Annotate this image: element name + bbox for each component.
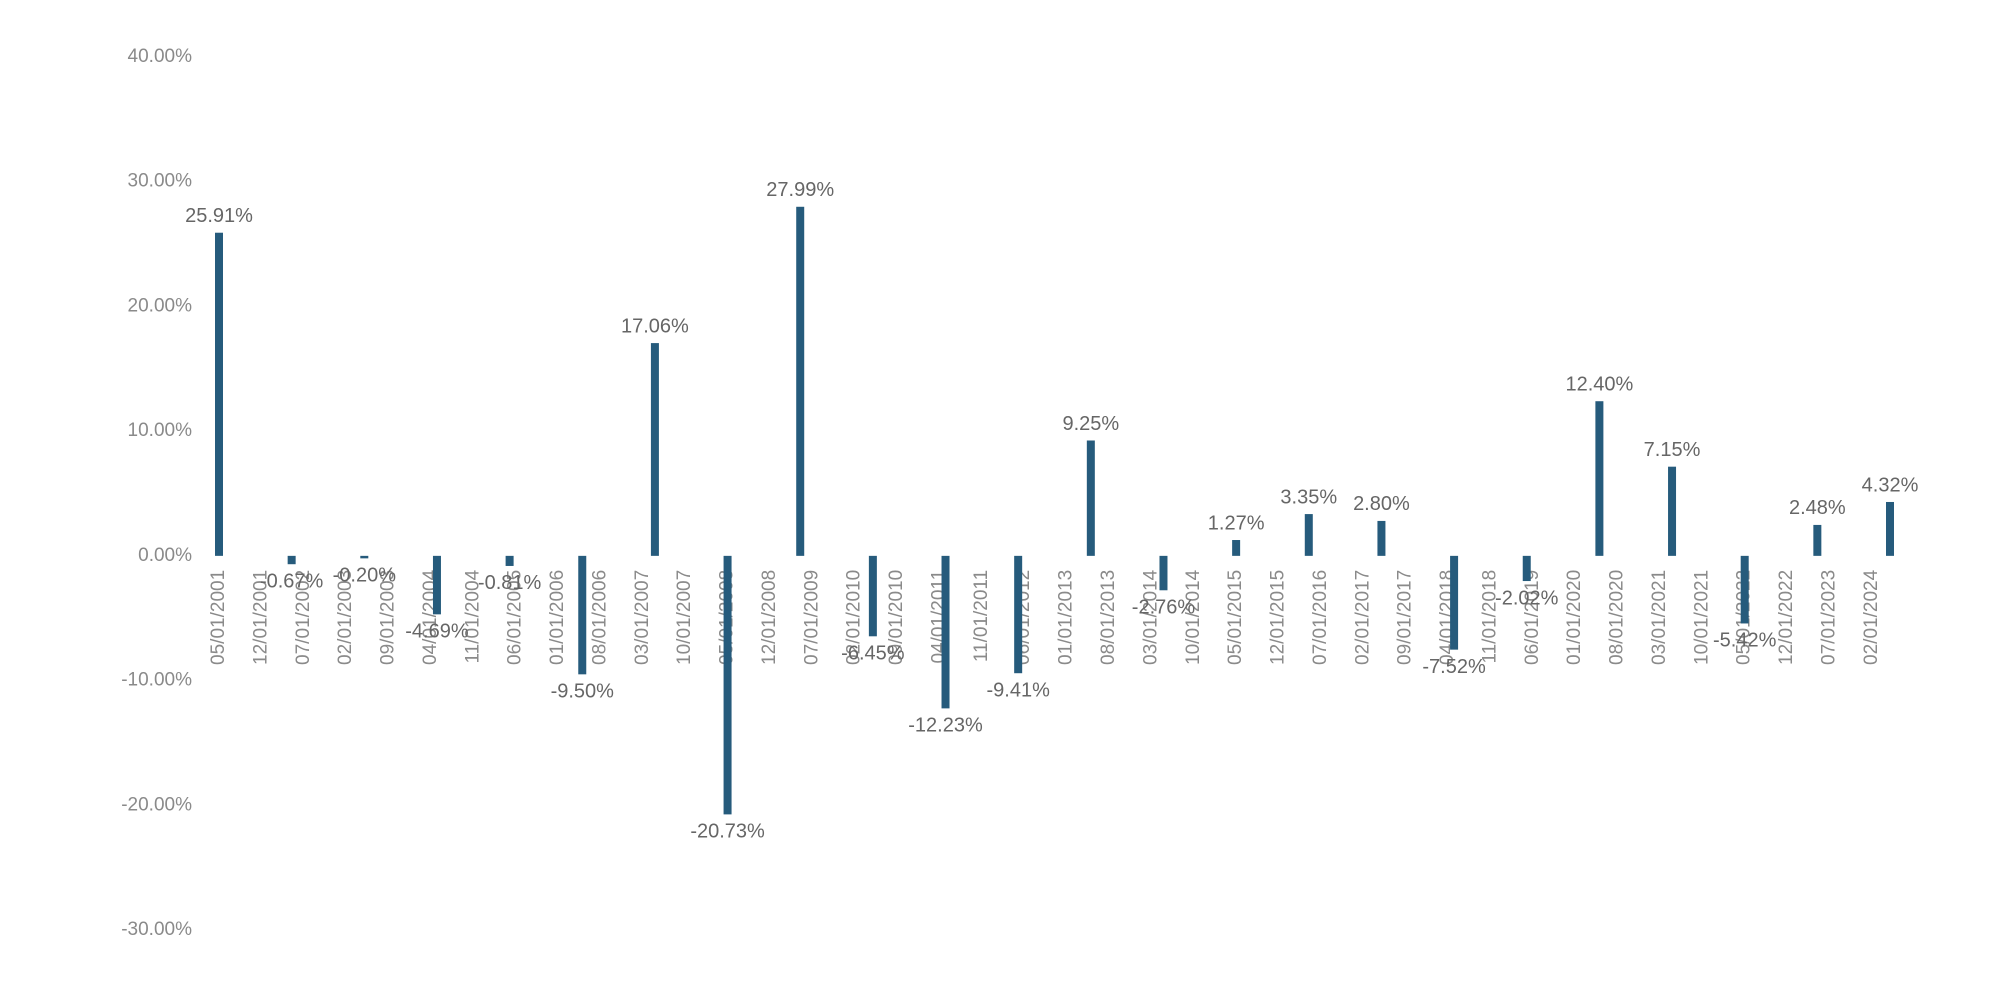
bar bbox=[941, 555, 950, 709]
x-tick-label: 08/01/2020 bbox=[1607, 570, 1628, 665]
x-tick-label: 12/01/2015 bbox=[1268, 570, 1289, 665]
x-tick-label: 10/01/2007 bbox=[674, 570, 695, 665]
bar bbox=[868, 555, 877, 637]
bar bbox=[1668, 466, 1677, 556]
value-label: -12.23% bbox=[908, 715, 983, 737]
x-tick-label: 02/01/2017 bbox=[1352, 570, 1373, 665]
x-tick-label: 02/01/2003 bbox=[335, 570, 356, 665]
bar bbox=[360, 555, 369, 559]
x-tick-label: 06/01/2019 bbox=[1522, 570, 1543, 665]
bar bbox=[1595, 401, 1604, 556]
x-tick-label: 09/01/2003 bbox=[378, 570, 399, 665]
x-tick-label: 08/01/2013 bbox=[1098, 570, 1119, 665]
bar bbox=[1159, 555, 1168, 591]
x-tick-label: 11/01/2004 bbox=[462, 569, 483, 663]
value-label: 17.06% bbox=[621, 315, 689, 337]
x-tick-label: 03/01/2014 bbox=[1140, 569, 1161, 665]
x-tick-label: 12/01/2008 bbox=[759, 570, 780, 665]
bar bbox=[215, 232, 223, 556]
value-label: -2.76% bbox=[1132, 597, 1196, 619]
value-label: -2.02% bbox=[1495, 587, 1559, 609]
x-tick-label: 09/01/2017 bbox=[1395, 570, 1416, 665]
x-tick-label: 12/01/2001 bbox=[250, 570, 271, 665]
value-label: 4.32% bbox=[1862, 474, 1919, 496]
value-label: 2.80% bbox=[1353, 493, 1410, 515]
value-label: -0.20% bbox=[333, 565, 397, 587]
x-tick-label: 11/01/2011 bbox=[971, 570, 992, 662]
x-tick-label: 06/01/2005 bbox=[505, 570, 526, 665]
bar bbox=[1232, 540, 1241, 556]
value-label: 27.99% bbox=[766, 179, 834, 201]
x-tick-label: 01/01/2020 bbox=[1564, 570, 1585, 665]
bar bbox=[1086, 440, 1095, 556]
x-tick-label: 02/01/2024 bbox=[1861, 569, 1882, 665]
y-tick-label: 40.00% bbox=[128, 46, 193, 67]
value-label: -9.50% bbox=[551, 681, 615, 703]
x-tick-label: 02/01/2010 bbox=[844, 570, 865, 665]
value-label: -0.67% bbox=[260, 570, 324, 592]
bar bbox=[1522, 555, 1531, 582]
bar bbox=[578, 555, 587, 675]
bar bbox=[796, 206, 805, 556]
x-tick-label: 05/01/2001 bbox=[208, 570, 229, 665]
bar bbox=[723, 555, 732, 815]
x-tick-label: 03/01/2021 bbox=[1649, 570, 1670, 665]
x-tick-label: 07/01/2023 bbox=[1818, 570, 1839, 665]
value-label: 3.35% bbox=[1280, 486, 1337, 508]
x-tick-label: 07/01/2016 bbox=[1310, 570, 1331, 665]
value-label: -20.73% bbox=[690, 821, 765, 843]
bar bbox=[1813, 524, 1822, 556]
x-tick-label: 05/01/2015 bbox=[1225, 570, 1246, 665]
bar bbox=[1014, 555, 1023, 674]
x-tick-label: 07/01/2009 bbox=[801, 570, 822, 665]
y-tick-label: 0.00% bbox=[138, 545, 192, 566]
y-tick-label: -10.00% bbox=[121, 670, 192, 691]
value-label: -7.52% bbox=[1422, 656, 1486, 678]
value-label: -9.41% bbox=[986, 679, 1050, 701]
y-tick-label: 10.00% bbox=[128, 420, 193, 441]
bar bbox=[432, 555, 441, 615]
x-tick-label: 03/01/2007 bbox=[632, 570, 653, 665]
x-tick-label: 01/01/2013 bbox=[1056, 570, 1077, 665]
value-label: 7.15% bbox=[1644, 439, 1701, 461]
x-tick-label: 12/01/2022 bbox=[1776, 570, 1797, 665]
value-label: -0.81% bbox=[478, 572, 542, 594]
value-label: -6.45% bbox=[841, 643, 905, 665]
x-tick-label: 10/01/2021 bbox=[1691, 570, 1712, 665]
x-tick-label: 09/01/2010 bbox=[886, 570, 907, 665]
y-tick-label: -20.00% bbox=[121, 794, 192, 815]
x-tick-label: 11/01/2018 bbox=[1479, 570, 1500, 664]
value-label: 9.25% bbox=[1062, 413, 1119, 435]
value-label: 2.48% bbox=[1789, 497, 1846, 519]
value-label: 12.40% bbox=[1565, 373, 1633, 395]
y-tick-label: 30.00% bbox=[128, 171, 193, 192]
y-tick-label: 20.00% bbox=[128, 295, 193, 316]
bar bbox=[650, 343, 659, 556]
value-label: -5.42% bbox=[1713, 630, 1777, 652]
bar bbox=[1377, 520, 1386, 556]
y-tick-label: -30.00% bbox=[121, 919, 192, 940]
bar bbox=[1886, 501, 1894, 556]
value-label: 25.91% bbox=[185, 205, 253, 227]
x-tick-label: 10/01/2014 bbox=[1183, 569, 1204, 665]
bar bbox=[1740, 555, 1749, 624]
x-tick-label: 07/01/2002 bbox=[293, 570, 314, 665]
x-tick-label: 01/01/2006 bbox=[547, 570, 568, 665]
bar bbox=[1304, 514, 1313, 556]
value-label: 1.27% bbox=[1208, 512, 1265, 534]
bar bbox=[1450, 555, 1459, 650]
value-label: -4.69% bbox=[405, 621, 469, 643]
bar bbox=[287, 555, 296, 565]
bar bbox=[505, 555, 514, 566]
x-tick-label: 08/01/2006 bbox=[589, 570, 610, 665]
